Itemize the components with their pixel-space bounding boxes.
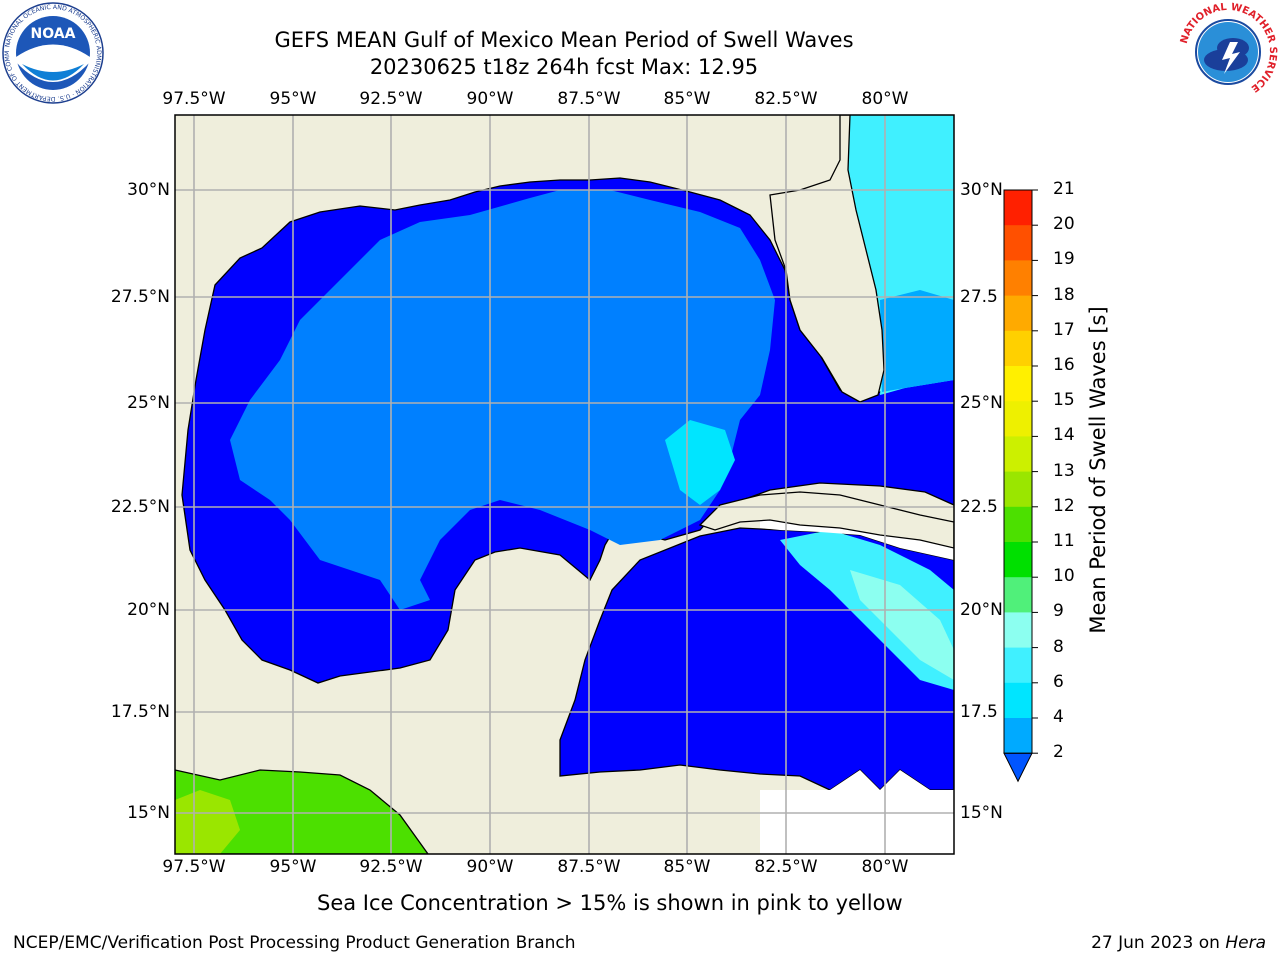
colorbar-tick-label: 4	[1053, 707, 1064, 727]
lat-label-right: 25°N	[960, 393, 1003, 413]
atlantic-dark-patch	[880, 290, 954, 392]
gulf-inner-band	[230, 190, 775, 610]
lon-label-top: 87.5°W	[557, 89, 621, 109]
lat-label-left: 27.5°N	[110, 287, 170, 307]
cyan-patch-center	[665, 420, 735, 505]
chart-subtitle: 20230625 t18z 264h fcst Max: 12.95	[369, 55, 759, 79]
lon-label-bottom: 95°W	[269, 857, 317, 877]
svg-text:NOAA: NOAA	[31, 26, 76, 42]
lat-label-left: 25°N	[127, 393, 170, 413]
lat-label-left: 15°N	[127, 803, 170, 823]
colorbar-tick-label: 20	[1053, 214, 1075, 235]
lat-label-left: 20°N	[127, 600, 170, 620]
colorbar-extend	[1003, 752, 1033, 783]
colorbar-tick-label: 17	[1053, 319, 1075, 340]
colorbar-bin	[1004, 542, 1032, 578]
colorbar-tick-label: 19	[1053, 249, 1075, 270]
lat-label-right: 22.5	[960, 497, 998, 517]
florida-peninsula	[769, 115, 885, 403]
lon-label-top: 80°W	[861, 89, 909, 109]
colorbar-bin	[1004, 190, 1032, 226]
colorbar-tick-label: 18	[1053, 284, 1075, 305]
colorbar-tick-label: 14	[1053, 425, 1075, 446]
colorbar	[1003, 189, 1038, 783]
map-grid	[175, 115, 954, 854]
colorbar-label: Mean Period of Swell Waves [s]	[1086, 306, 1110, 634]
colorbar-tick-label: 15	[1053, 390, 1075, 411]
colorbar-tick-label: 10	[1053, 566, 1075, 587]
caribbean-light-band	[850, 570, 954, 680]
lat-label-right: 20°N	[960, 600, 1003, 620]
colorbar-tick-label: 8	[1053, 636, 1064, 657]
colorbar-tick-label: 11	[1053, 531, 1075, 551]
lat-label-right: 17.5	[960, 702, 998, 722]
lat-label-left: 17.5°N	[110, 702, 170, 722]
lat-label-left: 22.5°N	[110, 497, 170, 517]
lon-label-top: 85°W	[663, 89, 711, 109]
noaa-logo: NATIONAL OCEANIC AND ATMOSPHERIC ADMINIS…	[2, 2, 104, 104]
colorbar-bin	[1004, 718, 1032, 754]
colorbar-bin	[1004, 647, 1032, 684]
footer-date-text: 27 Jun 2023 on	[1091, 933, 1226, 953]
colorbar-tick-label: 21	[1053, 179, 1075, 199]
colorbar-bin	[1004, 295, 1032, 332]
lat-label-right: 15°N	[960, 803, 1003, 823]
lon-label-bottom: 82.5°W	[754, 857, 818, 877]
map-frame	[174, 114, 955, 855]
lon-label-bottom: 80°W	[861, 857, 909, 877]
lon-label-top: 95°W	[269, 89, 317, 109]
lon-label-bottom: 90°W	[466, 857, 514, 877]
colorbar-bin	[1004, 682, 1032, 719]
lon-label-bottom: 87.5°W	[557, 857, 621, 877]
colorbar-bin	[1004, 577, 1032, 613]
colorbar-bin	[1004, 366, 1032, 402]
footer-host: Hera	[1225, 933, 1266, 953]
colorbar-bin	[1004, 436, 1032, 473]
colorbar-bin	[1004, 260, 1032, 297]
colorbar-bin	[1004, 330, 1032, 367]
colorbar-bin	[1004, 225, 1032, 261]
colorbar-tick-label: 13	[1053, 460, 1075, 481]
colorbar-bin	[1004, 506, 1032, 543]
lat-label-left: 30°N	[127, 180, 170, 200]
footer-date: 27 Jun 2023 on Hera	[1091, 933, 1266, 953]
chart-title: GEFS MEAN Gulf of Mexico Mean Period of …	[274, 28, 854, 52]
colorbar-tick-label: 12	[1053, 495, 1075, 516]
lon-label-top: 82.5°W	[754, 89, 818, 109]
footer-credit: NCEP/EMC/Verification Post Processing Pr…	[13, 933, 576, 953]
colorbar-tick-label: 6	[1053, 671, 1064, 692]
colorbar-bin	[1004, 471, 1032, 508]
lon-label-bottom: 85°W	[663, 857, 711, 877]
lon-label-top: 92.5°W	[359, 89, 423, 109]
pacific-water	[175, 769, 429, 854]
colorbar-bin	[1004, 401, 1032, 437]
lon-label-top: 97.5°W	[162, 89, 226, 109]
sea-ice-note: Sea Ice Concentration > 15% is shown in …	[317, 891, 903, 915]
lon-label-top: 90°W	[466, 89, 514, 109]
no-data-region-south	[760, 770, 954, 854]
lon-label-bottom: 92.5°W	[359, 857, 423, 877]
lat-label-right: 27.5	[960, 287, 998, 307]
lon-label-bottom: 97.5°W	[162, 857, 226, 877]
pacific-yellow-patch	[175, 790, 240, 854]
colorbar-tick-label: 9	[1053, 601, 1064, 622]
colorbar-tick-label: 2	[1053, 742, 1064, 763]
nws-logo: NATIONAL WEATHER SERVICE	[1179, 2, 1278, 101]
lat-label-right: 30°N	[960, 180, 1003, 200]
colorbar-bin	[1004, 612, 1032, 649]
colorbar-tick-label: 16	[1053, 355, 1075, 375]
